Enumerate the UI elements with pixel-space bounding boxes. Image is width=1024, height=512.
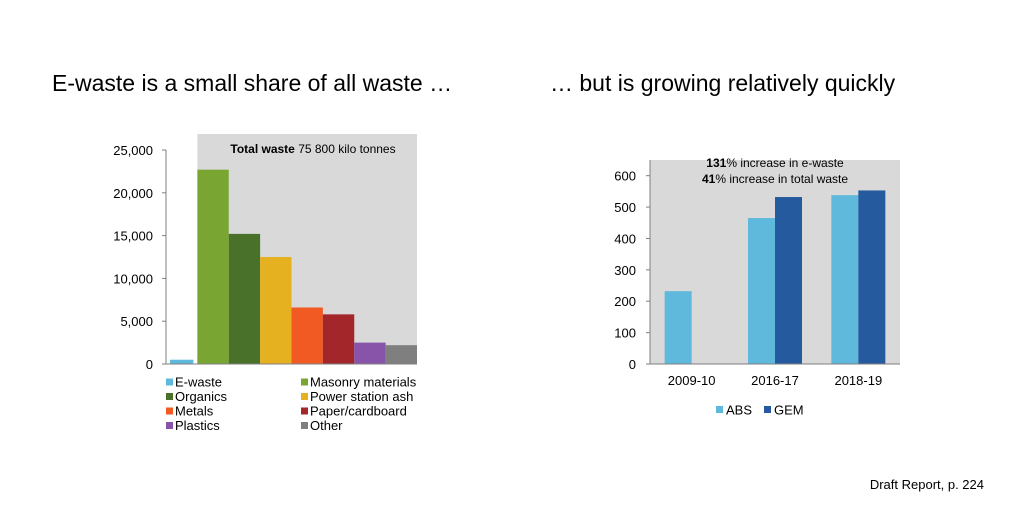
y-tick-label: 500 (614, 200, 636, 215)
y-tick-label: 100 (614, 326, 636, 341)
annotation-bold: 41 (702, 172, 716, 186)
legend-swatch-organics (166, 393, 173, 400)
legend-swatch-abs (716, 406, 723, 413)
legend-swatch-paper-cardboard (301, 407, 308, 415)
bar-gem-2016-17 (775, 197, 802, 364)
legend-swatch-other (301, 422, 308, 429)
bar-abs-2016-17 (748, 218, 775, 364)
y-tick-label: 300 (614, 263, 636, 278)
bar-other (385, 345, 417, 364)
legend-label-metals: Metals (175, 404, 214, 419)
y-tick-label: 5,000 (120, 314, 153, 329)
legend-swatch-power-station-ash (301, 393, 308, 400)
annotation-bold: 131 (706, 156, 726, 170)
legend-swatch-e-waste (166, 378, 173, 386)
legend-swatch-plastics (166, 422, 173, 429)
total-waste-annotation: Total waste 75 800 kilo tonnes (230, 142, 395, 156)
right-heading: … but is growing relatively quickly (550, 70, 896, 96)
bar-metals (291, 307, 323, 364)
growth-annotation: 41% increase in total waste (702, 172, 848, 186)
y-tick-label: 400 (614, 231, 636, 246)
y-tick-label: 25,000 (113, 143, 153, 158)
y-tick-label: 200 (614, 294, 636, 309)
bar-gem-2018-19 (858, 190, 886, 364)
bar-paper-cardboard (322, 314, 355, 364)
bar-power-station-ash (260, 257, 292, 364)
y-tick-label: 15,000 (113, 229, 153, 244)
legend-label-power-station-ash: Power station ash (310, 389, 413, 404)
legend-label-e-waste: E-waste (175, 375, 222, 390)
legend-label-other: Other (310, 418, 343, 433)
annotation-text: % increase in e-waste (726, 156, 844, 170)
legend-swatch-metals (166, 407, 173, 415)
y-tick-label: 20,000 (113, 186, 153, 201)
legend-label-masonry-materials: Masonry materials (310, 375, 417, 390)
bar-organics (228, 233, 261, 364)
bar-abs-2009-10 (664, 291, 692, 364)
annotation-text: 75 800 kilo tonnes (295, 142, 396, 156)
y-tick-label: 0 (629, 357, 636, 372)
legend-swatch-gem (764, 406, 771, 413)
annotation-text: % increase in total waste (715, 172, 848, 186)
y-tick-label: 600 (614, 169, 636, 184)
left-heading: E-waste is a small share of all waste … (52, 70, 453, 96)
bar-e-waste (170, 359, 194, 364)
y-tick-label: 10,000 (113, 271, 153, 286)
x-tick-label: 2009-10 (668, 373, 716, 388)
growth-annotation: 131% increase in e-waste (706, 156, 844, 170)
legend-label-paper-cardboard: Paper/cardboard (310, 404, 407, 419)
legend-label-abs: ABS (726, 403, 752, 418)
bar-plastics (354, 342, 386, 364)
y-tick-label: 0 (146, 357, 153, 372)
annotation-bold: Total waste (230, 142, 295, 156)
source-note: Draft Report, p. 224 (869, 477, 984, 492)
legend-label-plastics: Plastics (175, 418, 220, 433)
x-tick-label: 2018-19 (834, 373, 882, 388)
bar-abs-2018-19 (831, 195, 859, 364)
legend-label-organics: Organics (175, 389, 228, 404)
legend-label-gem: GEM (774, 403, 804, 418)
x-tick-label: 2016-17 (751, 373, 799, 388)
bar-masonry-materials (197, 169, 229, 364)
legend-swatch-masonry-materials (301, 378, 308, 386)
